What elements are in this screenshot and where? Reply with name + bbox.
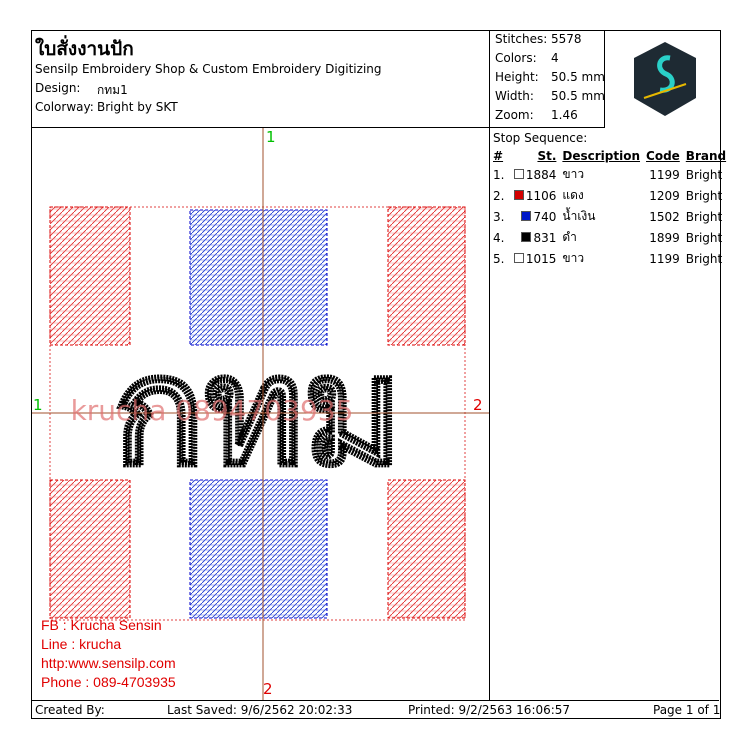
code: 1209 [649, 188, 680, 203]
marker: 2 [263, 680, 273, 698]
footer-rule [31, 700, 719, 701]
num: 4. [493, 230, 505, 245]
stitches: 1884 [525, 167, 557, 182]
brand: Bright [685, 188, 723, 203]
design-text: กทม [114, 325, 403, 499]
frame [31, 30, 721, 719]
title: ใบสั่งงานปัก [35, 38, 134, 60]
value: กทม1 [97, 83, 128, 97]
brand: Bright [685, 209, 723, 224]
column-header: # [493, 149, 504, 163]
contact-line: Line : krucha [41, 636, 122, 652]
footer-printed: Printed: 9/2/2563 16:06:57 [408, 703, 571, 717]
stat-value: 1.46 [551, 108, 578, 122]
contact-line: http:www.sensilp.com [41, 655, 176, 671]
column-header: Description [562, 149, 641, 163]
design-area: กทม krucha 0894703935 1 1 2 2 [32, 128, 489, 700]
stat-value: 50.5 mm [551, 89, 605, 103]
num: 2. [493, 188, 505, 203]
code: 1199 [649, 167, 680, 182]
row: 5. 1015 ขาว 1199 Bright [490, 248, 729, 269]
row: 1. 1884 ขาว 1199 Bright [490, 164, 729, 185]
row: 4. 831 ดำ 1899 Bright [490, 227, 729, 248]
section-title: Stop Sequence: [493, 131, 588, 145]
description: ดำ [562, 230, 577, 244]
brand: Bright [685, 251, 723, 266]
stat-label: Height: [495, 70, 539, 84]
stitches-cell: 1884 [507, 164, 559, 185]
description: ขาว [562, 251, 585, 265]
num: 3. [493, 209, 505, 224]
stat-value: 4 [551, 51, 559, 65]
contact-line: FB : Krucha Sensin [41, 617, 162, 633]
column-header: St. [537, 149, 557, 163]
stitches-cell: 1015 [507, 248, 559, 269]
stitches-cell: 831 [507, 227, 559, 248]
watermark: krucha 0894703935 [71, 394, 354, 427]
code: 1199 [649, 251, 680, 266]
stitches-cell: 1106 [507, 185, 559, 206]
stat-label: Zoom: [495, 108, 534, 122]
stat-value: 5578 [551, 32, 582, 46]
brand: Bright [685, 230, 723, 245]
column-header: Brand [685, 149, 727, 163]
description: ขาว [562, 167, 585, 181]
description: น้ำเงิน [562, 209, 596, 223]
footer-created: Created By: [35, 703, 105, 717]
swatch [513, 189, 524, 200]
stat-label: Stitches: [495, 32, 548, 46]
footer-saved: Last Saved: 9/6/2562 20:02:33 [167, 703, 353, 717]
swatch [513, 252, 524, 263]
brand: Bright [685, 167, 723, 182]
code: 1899 [649, 230, 680, 245]
label: Colorway: [35, 100, 94, 114]
subtitle: Sensilp Embroidery Shop & Custom Embroid… [35, 62, 382, 76]
contact-line: Phone : 089-4703935 [41, 674, 176, 690]
swatch [521, 210, 532, 221]
divider [489, 127, 490, 700]
swatch [521, 231, 532, 242]
marker: 1 [33, 396, 43, 414]
marker: 2 [473, 396, 483, 414]
stitches: 740 [533, 209, 557, 224]
stats-box [489, 30, 605, 128]
stat-label: Width: [495, 89, 534, 103]
header-box [31, 30, 490, 128]
stat-value: 50.5 mm [551, 70, 605, 84]
column-header: Code [646, 149, 680, 163]
marker: 1 [266, 128, 276, 146]
value: Bright by SKT [97, 100, 178, 114]
stitch-blocks [49, 206, 466, 619]
logo [634, 42, 696, 116]
stat-label: Colors: [495, 51, 537, 65]
footer-page: Page 1 of 1 [653, 703, 721, 717]
label: Design: [35, 81, 81, 95]
swatch [513, 168, 524, 179]
description: แดง [562, 188, 584, 202]
stitches: 1015 [525, 251, 557, 266]
num: 5. [493, 251, 505, 266]
stitches: 1106 [525, 188, 557, 203]
stitches: 831 [533, 230, 557, 245]
stitches-cell: 740 [507, 206, 559, 227]
code: 1502 [649, 209, 680, 224]
num: 1. [493, 167, 505, 182]
row: 3. 740 น้ำเงิน 1502 Bright [490, 206, 729, 227]
stop-table: # St. Description Code Brand 1. 1884 ขาว 1199 Bri… [490, 148, 729, 269]
row: 2. 1106 แดง 1209 Bright [490, 185, 729, 206]
